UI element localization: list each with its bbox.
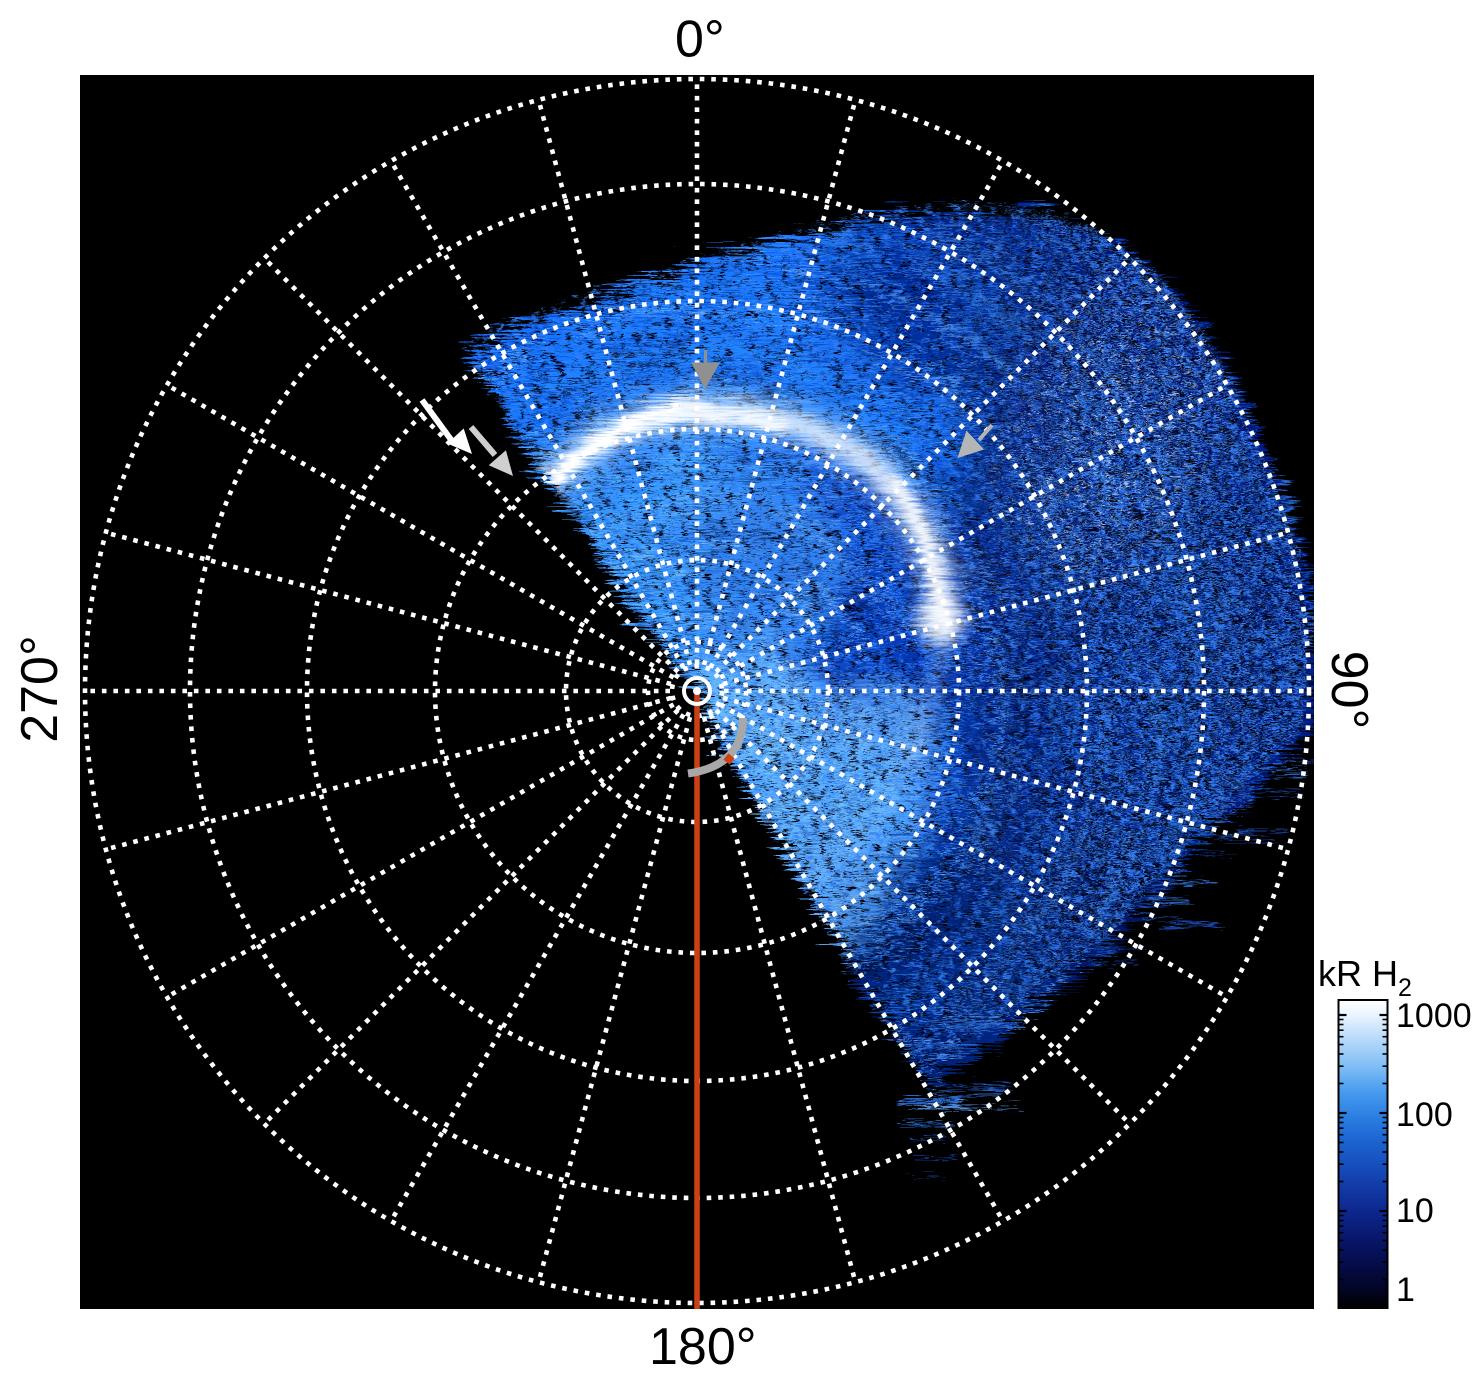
- svg-text:10: 10: [1396, 1192, 1434, 1230]
- svg-text:0°: 0°: [675, 11, 725, 69]
- svg-text:100: 100: [1396, 1096, 1453, 1134]
- svg-text:1: 1: [1396, 1271, 1415, 1309]
- svg-text:270°: 270°: [11, 635, 69, 743]
- svg-text:kR H2: kR H2: [1318, 953, 1412, 1002]
- svg-text:90°: 90°: [1320, 651, 1378, 730]
- svg-text:180°: 180°: [649, 1318, 757, 1376]
- svg-text:1000: 1000: [1396, 997, 1472, 1035]
